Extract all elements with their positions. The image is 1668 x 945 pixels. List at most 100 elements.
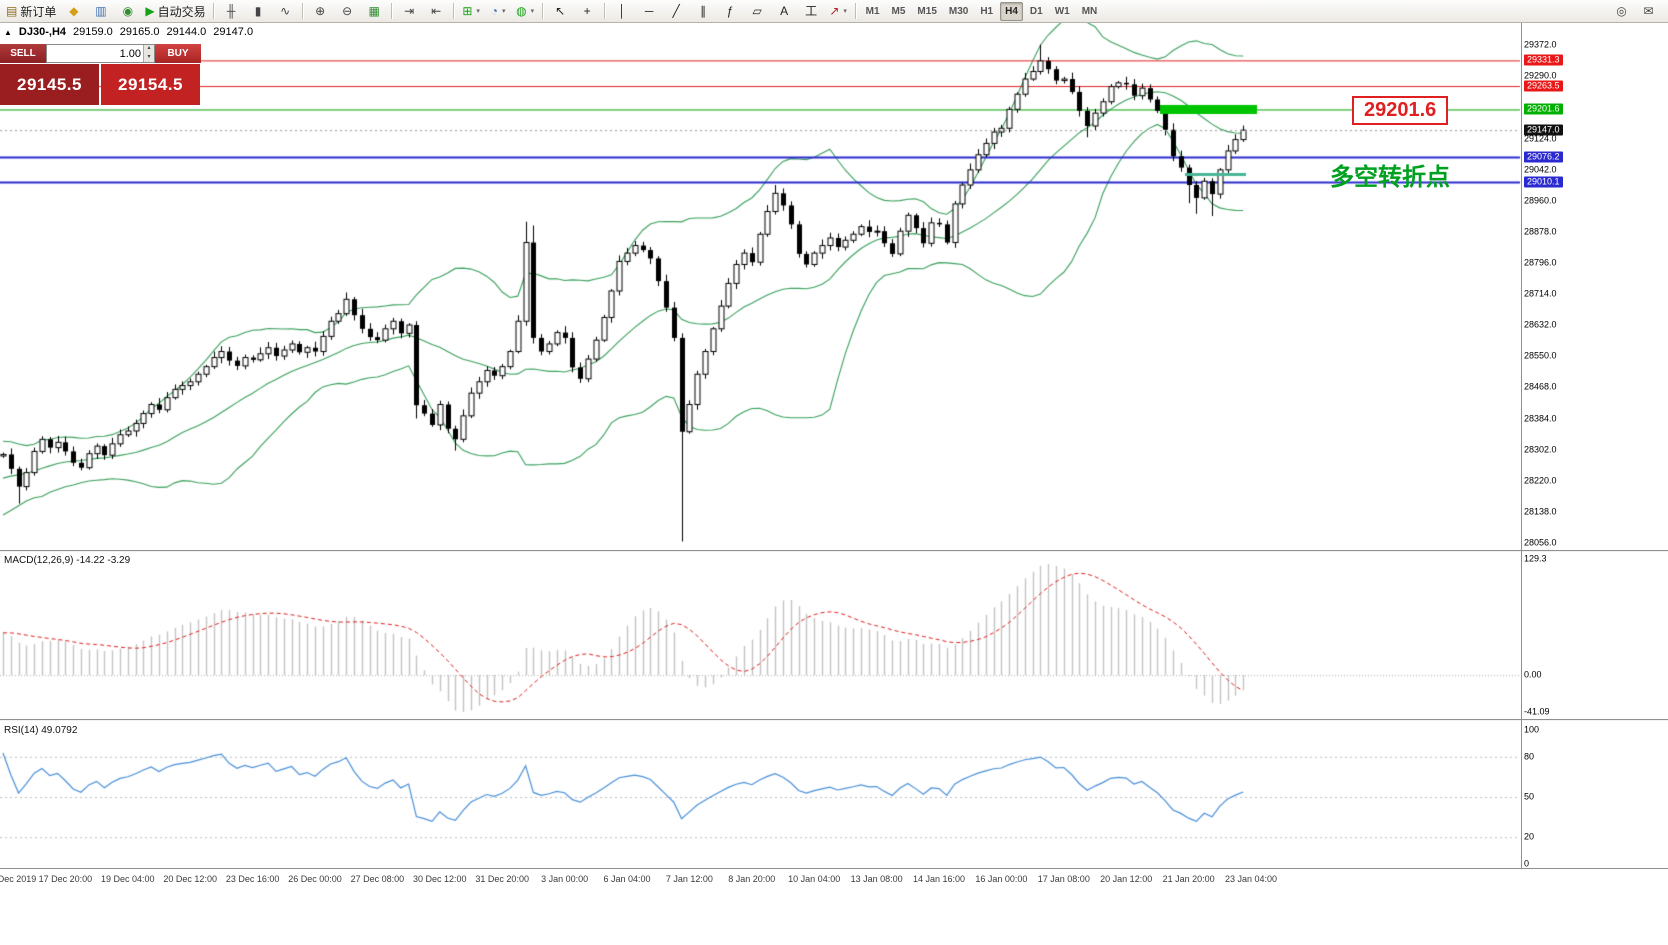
new-chart-button[interactable]: ⊞ ▾ — [458, 1, 485, 22]
candlestick-button[interactable]: ▮ — [245, 1, 272, 22]
lot-size-input[interactable] — [47, 45, 143, 62]
line-chart-button[interactable]: ∿ — [272, 1, 299, 22]
zoom-in-button[interactable]: ⊕ — [307, 1, 334, 22]
toolbar-separator — [390, 3, 393, 19]
toolbar-right-group: ◎ ✉ — [1608, 1, 1662, 22]
crosshair-icon: + — [583, 4, 591, 18]
timeframe-button-h4[interactable]: H4 — [1000, 1, 1023, 21]
timeframe-button-h1[interactable]: H1 — [980, 5, 994, 17]
price-axis-label: 28550.0 — [1524, 350, 1557, 361]
arrow-tools-button[interactable]: ↗ ▾ — [825, 1, 852, 22]
price-axis-border — [1521, 23, 1522, 868]
rsi-indicator-label: RSI(14) 49.0792 — [4, 725, 78, 736]
shapes-icon: ▱ — [752, 4, 762, 18]
price-axis[interactable]: 29372.0 29331.3 29290.0 29263.5 29201.6 29147… — [1522, 0, 1668, 945]
low-value: 29144.0 — [166, 26, 207, 38]
turning-point-annotation[interactable]: 多空转折点 — [1330, 164, 1450, 191]
rsi-axis-label: 50 — [1524, 791, 1535, 802]
timeframe-button-m1[interactable]: M1 — [865, 5, 880, 17]
web-community-button[interactable]: ◉ — [114, 1, 141, 22]
indicators-icon: ◍ — [516, 4, 527, 18]
timeframe-button-m30[interactable]: M30 — [948, 5, 969, 17]
rsi-axis-label: 0 — [1524, 858, 1530, 869]
open-value: 29159.0 — [73, 26, 113, 38]
price-axis-label: 28138.0 — [1524, 506, 1557, 517]
chevron-down-icon: ▾ — [501, 8, 506, 15]
new-order-button[interactable]: ▤ 新订单 — [2, 1, 60, 22]
profiles-button[interactable]: ◔ ▾ — [485, 1, 512, 22]
toolbar: ▤ 新订单 ◆ ▥ ◉ ▶ 自动交易 ╫ ▮ ∿ ⊕ ⊖ ▦ ⇥ ⇤ ⊞ ▾ ◔ ▾ ◍ ▾ ↖ + │ ─ ╱ ∥ ƒ ▱ A 工 ↗ ▾ M1… — [0, 0, 1668, 23]
tile-windows-button[interactable]: ▦ — [361, 1, 388, 22]
text-button[interactable]: A — [771, 1, 798, 22]
text-label-button[interactable]: 工 — [798, 1, 825, 22]
chat-icon: ✉ — [1643, 4, 1654, 18]
time-axis-label: 19 Dec 04:00 — [101, 874, 155, 884]
cursor-button[interactable]: ↖ — [547, 1, 574, 22]
sell-button[interactable]: SELL — [0, 44, 46, 63]
line-chart-icon: ∿ — [280, 4, 291, 18]
chart-symbol-icon: ▲ — [4, 27, 12, 37]
rsi-axis-label: 20 — [1524, 831, 1535, 842]
chat-button[interactable]: ✉ — [1635, 1, 1662, 22]
indicators-button[interactable]: ◍ ▾ — [512, 1, 539, 22]
search-icon: ◎ — [1616, 4, 1627, 18]
time-axis-label: 10 Jan 04:00 — [788, 874, 841, 884]
rsi-panel-canvas[interactable] — [0, 722, 1521, 868]
fibonacci-button[interactable]: ƒ — [717, 1, 744, 22]
web-community-icon: ◉ — [122, 4, 134, 18]
crosshair-button[interactable]: + — [574, 1, 601, 22]
vertical-line-button[interactable]: │ — [609, 1, 636, 22]
time-axis-label: 7 Jan 12:00 — [665, 874, 713, 884]
macd-axis-label: 129.3 — [1524, 553, 1547, 564]
profile-button[interactable]: ▥ — [87, 1, 114, 22]
macd-panel-divider[interactable] — [0, 550, 1668, 551]
time-axis-label: 14 Jan 16:00 — [912, 874, 966, 884]
trendline-icon: ╱ — [672, 4, 680, 18]
sell-price[interactable]: 29145.5 — [0, 64, 99, 105]
horizontal-line-icon: ─ — [644, 4, 654, 18]
timeframe-button-w1[interactable]: W1 — [1054, 5, 1070, 17]
price-callout-annotation[interactable]: 29201.6 — [1352, 96, 1449, 125]
timeframe-button-mn[interactable]: MN — [1081, 5, 1098, 17]
shapes-button[interactable]: ▱ — [744, 1, 771, 22]
autotrading-button[interactable]: ▶ 自动交易 — [141, 1, 209, 22]
vertical-line-icon: │ — [618, 4, 626, 18]
buy-button[interactable]: BUY — [155, 44, 201, 63]
lot-spinner: ▴ ▾ — [143, 45, 154, 62]
price-axis-label: 28796.0 — [1524, 257, 1557, 268]
cursor-icon: ↖ — [555, 4, 566, 18]
bar-chart-button[interactable]: ╫ — [218, 1, 245, 22]
profiles-icon: ◔ — [490, 4, 498, 18]
equidistant-channel-button[interactable]: ∥ — [690, 1, 717, 22]
rsi-panel-divider[interactable] — [0, 719, 1668, 720]
bar-chart-icon: ╫ — [226, 4, 236, 18]
lot-increment-button[interactable]: ▴ — [143, 45, 154, 54]
main-chart-canvas[interactable] — [0, 23, 1521, 550]
buy-price[interactable]: 29154.5 — [101, 64, 200, 105]
price-axis-label: 28220.0 — [1524, 475, 1557, 486]
time-axis-label: 23 Jan 04:00 — [1224, 874, 1278, 884]
time-axis-label: 6 Jan 04:00 — [603, 874, 651, 884]
macd-panel-canvas[interactable] — [0, 552, 1521, 716]
toolbar-separator — [541, 3, 544, 19]
time-axis-label: 3 Jan 00:00 — [541, 874, 589, 884]
auto-scroll-button[interactable]: ⇥ — [396, 1, 423, 22]
trendline-button[interactable]: ╱ — [663, 1, 690, 22]
time-axis-label: 16 Dec 2019 — [0, 874, 37, 884]
search-button[interactable]: ◎ — [1608, 1, 1635, 22]
chart-shift-button[interactable]: ⇤ — [423, 1, 450, 22]
close-value: 29147.0 — [213, 26, 254, 38]
chart-window-button[interactable]: ◆ — [60, 1, 87, 22]
zoom-out-button[interactable]: ⊖ — [334, 1, 361, 22]
price-axis-label: 29263.5 — [1524, 80, 1563, 92]
horizontal-line-button[interactable]: ─ — [636, 1, 663, 22]
timeframe-button-m15[interactable]: M15 — [917, 5, 937, 17]
chart-header: ▲ DJ30-,H4 29159.0 29165.0 29144.0 29147… — [4, 26, 253, 38]
new-order-icon: ▤ — [6, 4, 18, 18]
timeframe-button-d1[interactable]: D1 — [1029, 5, 1043, 17]
time-axis-label: 27 Dec 08:00 — [350, 874, 405, 884]
lot-decrement-button[interactable]: ▾ — [143, 53, 154, 62]
timeframe-button-m5[interactable]: M5 — [891, 5, 906, 17]
time-axis-label: 31 Dec 20:00 — [475, 874, 529, 884]
